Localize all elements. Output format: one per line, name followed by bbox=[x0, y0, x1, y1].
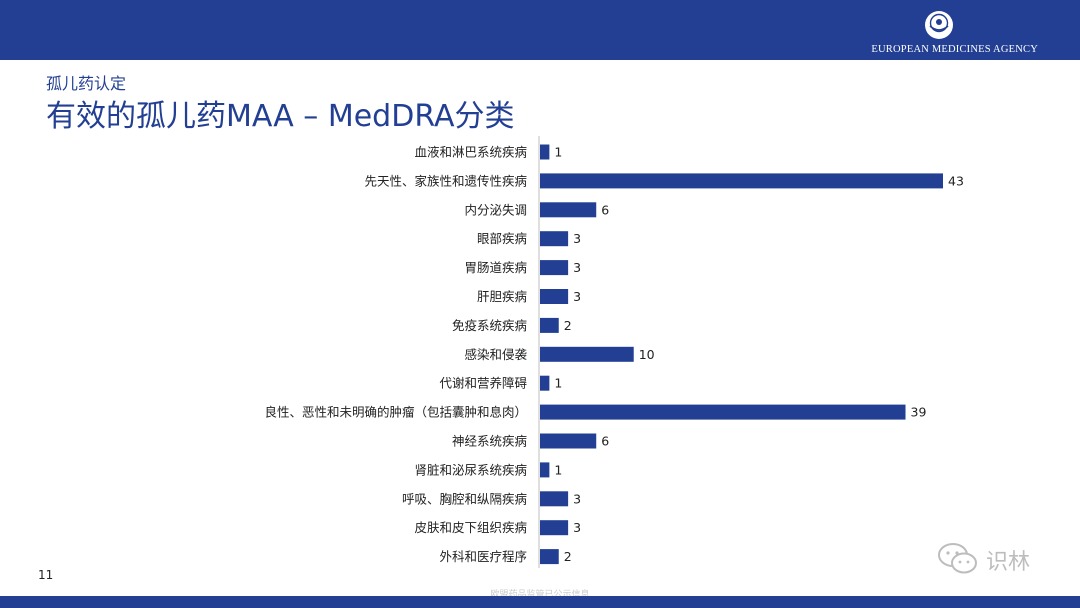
category-label: 神经系统疾病 bbox=[452, 434, 527, 449]
category-label: 胃肠道疾病 bbox=[464, 260, 527, 275]
category-label: 内分泌失调 bbox=[464, 202, 527, 217]
slide-subtitle: 孤儿药认定 bbox=[46, 74, 127, 93]
watermark-text: 识林 bbox=[986, 550, 1031, 575]
category-label: 肝胆疾病 bbox=[477, 289, 527, 304]
bar bbox=[540, 289, 569, 304]
chart-marks: 血液和淋巴系统疾病 1 先天性、家族性和遗传性疾病 43 内分泌失调 6 眼部疾病 3 胃肠道疾… bbox=[264, 144, 964, 565]
category-label: 肾脏和泌尿系统疾病 bbox=[414, 462, 527, 477]
data-label: 39 bbox=[911, 405, 927, 420]
data-label: 3 bbox=[573, 260, 581, 275]
data-label: 10 bbox=[639, 347, 655, 362]
category-label: 皮肤和皮下组织疾病 bbox=[414, 520, 527, 535]
data-label: 2 bbox=[564, 549, 572, 564]
data-label: 3 bbox=[573, 491, 581, 506]
bar bbox=[540, 549, 559, 565]
category-label: 外科和医疗程序 bbox=[439, 549, 527, 564]
data-label: 3 bbox=[573, 289, 581, 304]
data-label: 3 bbox=[573, 520, 581, 535]
bar bbox=[540, 144, 550, 160]
category-label: 血液和淋巴系统疾病 bbox=[414, 145, 527, 160]
bar bbox=[540, 231, 569, 247]
data-label: 1 bbox=[554, 462, 562, 477]
data-label: 1 bbox=[554, 376, 562, 391]
category-label: 代谢和营养障碍 bbox=[439, 376, 527, 391]
category-label: 先天性、家族性和遗传性疾病 bbox=[364, 173, 527, 188]
data-label: 2 bbox=[564, 318, 572, 333]
bar bbox=[540, 520, 569, 536]
bar bbox=[540, 260, 569, 276]
category-label: 免疫系统疾病 bbox=[452, 318, 527, 333]
bar bbox=[540, 202, 597, 218]
bar bbox=[540, 462, 550, 478]
data-label: 3 bbox=[573, 231, 581, 246]
bar bbox=[540, 375, 550, 391]
agency-logo: EUROPEAN MEDICINES AGENCY bbox=[838, 8, 1038, 58]
bar bbox=[540, 404, 906, 420]
footer-bar bbox=[0, 596, 1080, 608]
data-label: 6 bbox=[601, 202, 609, 217]
bar bbox=[540, 317, 559, 333]
bar bbox=[540, 173, 943, 189]
bar bbox=[540, 346, 634, 362]
data-label: 43 bbox=[948, 173, 964, 188]
ema-logo-icon bbox=[925, 11, 953, 39]
category-label: 呼吸、胸腔和纵隔疾病 bbox=[402, 491, 527, 506]
bar bbox=[540, 491, 569, 507]
category-label: 良性、恶性和未明确的肿瘤（包括囊肿和息肉） bbox=[264, 405, 527, 420]
category-label: 感染和侵袭 bbox=[464, 347, 527, 362]
agency-name: EUROPEAN MEDICINES AGENCY bbox=[871, 44, 1038, 55]
watermark: 识林 bbox=[936, 540, 1056, 580]
category-label: 眼部疾病 bbox=[477, 231, 527, 246]
footer-note: 欧盟药品监管已公示信息 bbox=[490, 590, 590, 600]
header-bar: EUROPEAN MEDICINES AGENCY bbox=[0, 0, 1080, 60]
data-label: 1 bbox=[554, 145, 562, 160]
page-title: 有效的孤儿药MAA – MedDRA分类 bbox=[46, 99, 515, 134]
wechat-icon bbox=[938, 543, 977, 574]
bar bbox=[540, 433, 597, 449]
page-number: 11 bbox=[38, 568, 54, 582]
data-label: 6 bbox=[601, 434, 609, 449]
